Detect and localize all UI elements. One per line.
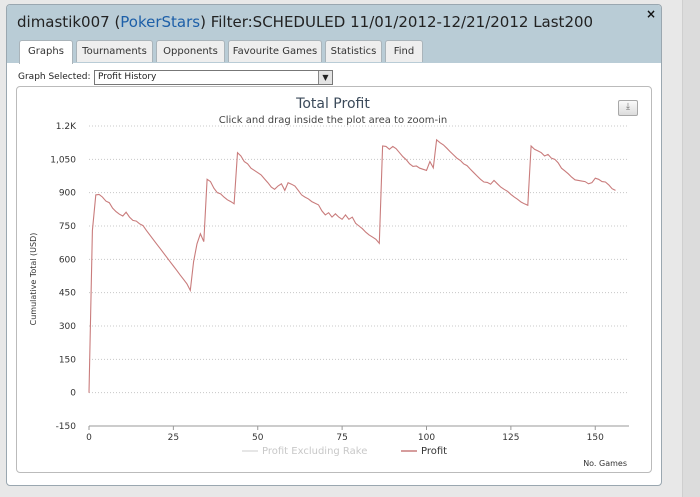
export-chart-icon[interactable]: ⤓ xyxy=(618,100,638,116)
chart-panel xyxy=(16,86,652,473)
right-scrollbar-strip xyxy=(682,0,700,497)
tab-tournaments[interactable]: Tournaments xyxy=(76,40,153,62)
graph-select-dropdown[interactable]: Profit History ▼ xyxy=(94,70,333,85)
window-title: dimastik007 (PokerStars) Filter:SCHEDULE… xyxy=(17,13,593,31)
title-site: PokerStars xyxy=(120,13,201,31)
graph-select-label: Graph Selected: xyxy=(18,72,91,82)
tab-opponents[interactable]: Opponents xyxy=(156,40,225,62)
dropdown-arrow-icon[interactable]: ▼ xyxy=(318,71,332,84)
window-titlebar: dimastik007 (PokerStars) Filter:SCHEDULE… xyxy=(7,5,661,64)
tab-graphs[interactable]: Graphs xyxy=(19,40,73,64)
graph-select-value: Profit History xyxy=(98,72,157,82)
tab-statistics[interactable]: Statistics xyxy=(325,40,382,62)
tab-favourite-games[interactable]: Favourite Games xyxy=(228,40,322,62)
resize-grip-icon[interactable]: ⋰ xyxy=(657,481,661,485)
title-filter: ) Filter:SCHEDULED 11/01/2012-12/21/2012… xyxy=(200,13,594,31)
title-user: dimastik007 ( xyxy=(17,13,121,31)
close-icon[interactable]: × xyxy=(645,7,656,21)
tab-find[interactable]: Find xyxy=(385,40,423,62)
profit-graph-window: dimastik007 (PokerStars) Filter:SCHEDULE… xyxy=(6,4,662,486)
